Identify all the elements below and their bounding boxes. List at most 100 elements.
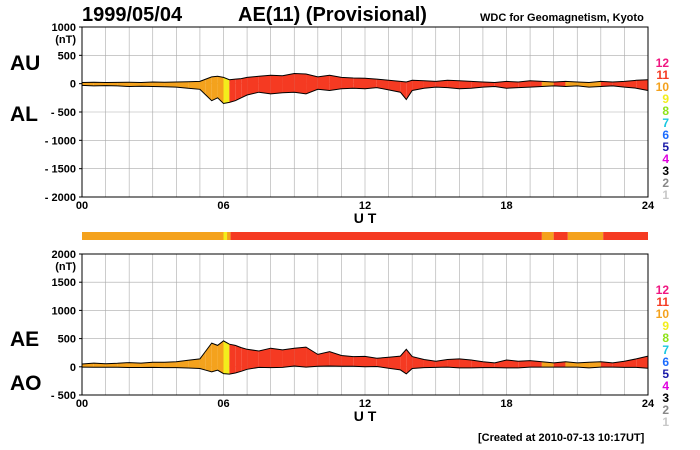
- y-tick-label: - 2000: [45, 192, 76, 204]
- area-segment: [152, 362, 165, 368]
- area-segment: [518, 360, 531, 368]
- area-segment: [129, 362, 141, 368]
- area-segment: [235, 78, 242, 101]
- level-legend-3: 3: [662, 164, 669, 178]
- area-segment: [117, 362, 130, 368]
- area-segment: [82, 82, 94, 86]
- x-tick-label: 00: [76, 200, 88, 212]
- area-segment: [541, 81, 554, 87]
- area-segment: [412, 356, 424, 369]
- x-tick-label: 12: [359, 200, 371, 212]
- y-tick-label: 500: [58, 334, 76, 346]
- ao-label: AO: [10, 372, 42, 395]
- y-tick-label: 0: [70, 79, 76, 91]
- area-segment: [205, 343, 212, 372]
- area-segment: [482, 361, 495, 368]
- y-tick-label: 500: [58, 50, 76, 62]
- area-segment: [105, 82, 118, 86]
- area-segment: [258, 75, 271, 94]
- area-segment: [589, 81, 601, 88]
- y-tick-label: 0: [70, 362, 76, 374]
- created-timestamp: [Created at 2010-07-13 10:17UT]: [478, 432, 645, 444]
- area-segment: [188, 358, 200, 369]
- area-segment: [217, 340, 224, 374]
- area-segment: [294, 347, 307, 368]
- level-legend-10: 10: [656, 80, 670, 94]
- area-segment: [565, 81, 578, 87]
- area-segment: [518, 80, 531, 88]
- area-segment: [211, 343, 218, 372]
- activity-bar-segment: [567, 232, 604, 240]
- y-tick-label: 1000: [52, 305, 76, 317]
- area-segment: [241, 347, 248, 372]
- date-label: 1999/05/04: [82, 4, 183, 26]
- y-tick-label: - 1000: [45, 135, 76, 147]
- area-segment: [223, 77, 230, 104]
- area-segment: [553, 81, 566, 87]
- series-line-al: [81, 84, 649, 105]
- area-segment: [376, 79, 389, 90]
- area-segment: [365, 356, 377, 367]
- area-segment: [624, 80, 637, 89]
- series-line-ao: [81, 365, 649, 375]
- area-segment: [205, 76, 212, 101]
- area-segment: [164, 361, 177, 368]
- area-segment: [506, 81, 519, 89]
- x-tick-label: 06: [217, 398, 229, 410]
- area-segment: [199, 351, 206, 371]
- area-segment: [270, 75, 283, 94]
- area-segment: [306, 347, 318, 368]
- area-segment: [188, 81, 200, 90]
- level-legend-4: 4: [662, 379, 669, 393]
- activity-bar-segment: [541, 232, 554, 240]
- area-segment: [317, 75, 330, 91]
- y-unit-label: (nT): [55, 34, 76, 46]
- level-legend-12: 12: [656, 283, 670, 297]
- area-segment: [600, 81, 613, 87]
- area-segment: [105, 363, 118, 368]
- area-segment: [423, 359, 436, 368]
- area-segment: [306, 74, 318, 94]
- area-segment: [176, 81, 189, 89]
- x-tick-label: 24: [642, 200, 655, 212]
- area-segment: [459, 80, 472, 89]
- area-segment: [506, 360, 519, 368]
- level-legend-5: 5: [662, 367, 669, 381]
- x-tick-label: 18: [500, 200, 512, 212]
- area-segment: [140, 362, 153, 368]
- x-tick-label: 18: [500, 398, 512, 410]
- area-segment: [435, 80, 448, 88]
- series-line-ae: [81, 340, 649, 365]
- area-segment: [199, 79, 206, 95]
- area-segment: [176, 360, 189, 369]
- area-segment: [223, 340, 230, 375]
- area-segment: [152, 81, 165, 87]
- area-segment: [406, 80, 413, 100]
- level-legend-11: 11: [656, 68, 669, 82]
- chart-title: AE(11) (Provisional): [238, 4, 427, 26]
- area-segment: [353, 356, 365, 367]
- area-segment: [294, 73, 307, 94]
- area-segment: [471, 81, 483, 89]
- area-segment: [341, 355, 354, 367]
- area-segment: [140, 81, 153, 87]
- area-segment: [329, 75, 342, 91]
- area-segment: [494, 360, 507, 368]
- level-legend-5: 5: [662, 140, 669, 154]
- area-segment: [235, 345, 242, 374]
- level-legend-6: 6: [662, 355, 669, 369]
- activity-bar-segment: [603, 232, 648, 240]
- area-segment: [636, 79, 648, 91]
- area-segment: [447, 80, 460, 89]
- x-axis-label: U T: [354, 210, 377, 226]
- area-segment: [589, 361, 601, 368]
- area-segment: [247, 76, 259, 95]
- au-label: AU: [10, 52, 41, 75]
- area-segment: [435, 359, 448, 368]
- area-segment: [388, 80, 401, 93]
- area-segment: [117, 82, 130, 87]
- level-legend-9: 9: [662, 92, 669, 106]
- area-segment: [423, 80, 436, 89]
- area-segment: [365, 78, 377, 89]
